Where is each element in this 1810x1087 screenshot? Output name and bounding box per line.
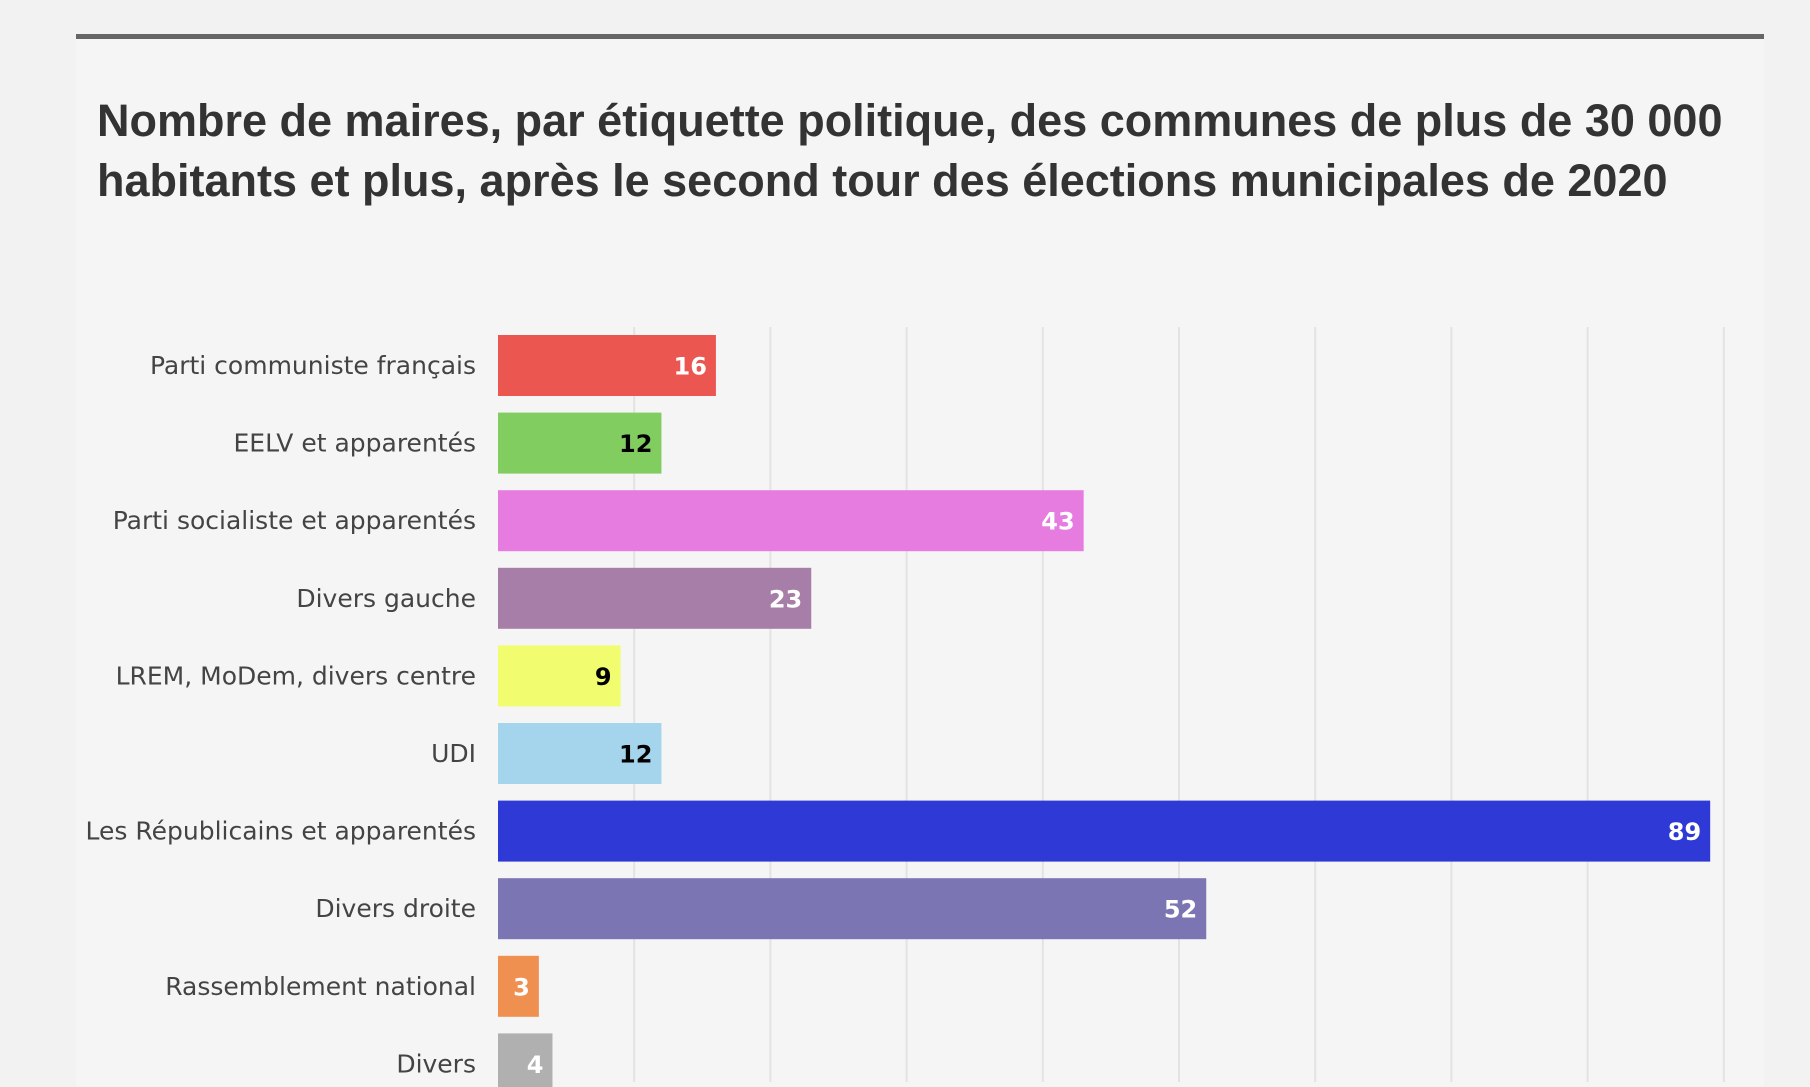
bar-row: Divers droite 52 [315,878,1207,940]
gridlines [633,327,1725,1082]
category-label: Divers droite [315,894,476,923]
value-label: 23 [769,585,802,613]
bar-row: Parti socialiste et apparentés 43 [113,490,1084,552]
category-label: UDI [431,739,476,768]
bar-row: Les Républicains et apparentés 89 [86,800,1711,862]
category-label: Rassemblement national [165,972,476,1001]
bar [498,1033,553,1087]
value-label: 52 [1164,896,1197,924]
category-label: Divers [396,1049,476,1078]
value-label: 12 [619,430,652,458]
category-label: Parti socialiste et apparentés [113,506,476,535]
bar [498,412,662,474]
value-label: 12 [619,741,652,769]
bar-row: Rassemblement national 3 [165,955,539,1017]
bar [498,955,539,1017]
value-label: 89 [1668,818,1701,846]
bar-row: Divers 4 [396,1033,553,1087]
bar [498,723,662,784]
value-label: 43 [1041,508,1074,536]
bar [498,335,716,396]
bar [498,878,1207,940]
category-label: Les Républicains et apparentés [86,817,476,846]
bar-row: LREM, MoDem, divers centre 9 [116,645,621,707]
bar [498,645,621,707]
value-label: 9 [595,663,612,691]
bars: Parti communiste français 16 EELV et appar… [86,335,1711,1087]
bar [498,800,1711,862]
bar [498,567,812,629]
value-label: 3 [513,973,530,1001]
bar-row: Divers gauche 23 [296,567,812,629]
category-label: EELV et apparentés [234,429,477,458]
value-label: 16 [674,353,707,381]
category-label: Parti communiste français [150,351,476,380]
bar [498,490,1084,552]
bar-row: EELV et apparentés 12 [234,412,662,474]
value-label: 4 [527,1051,544,1079]
bar-row: UDI 12 [431,723,662,784]
bar-row: Parti communiste français 16 [150,335,716,396]
chart-title: Nombre de maires, par étiquette politiqu… [97,95,1723,206]
category-label: Divers gauche [296,584,476,613]
category-label: LREM, MoDem, divers centre [116,661,476,690]
